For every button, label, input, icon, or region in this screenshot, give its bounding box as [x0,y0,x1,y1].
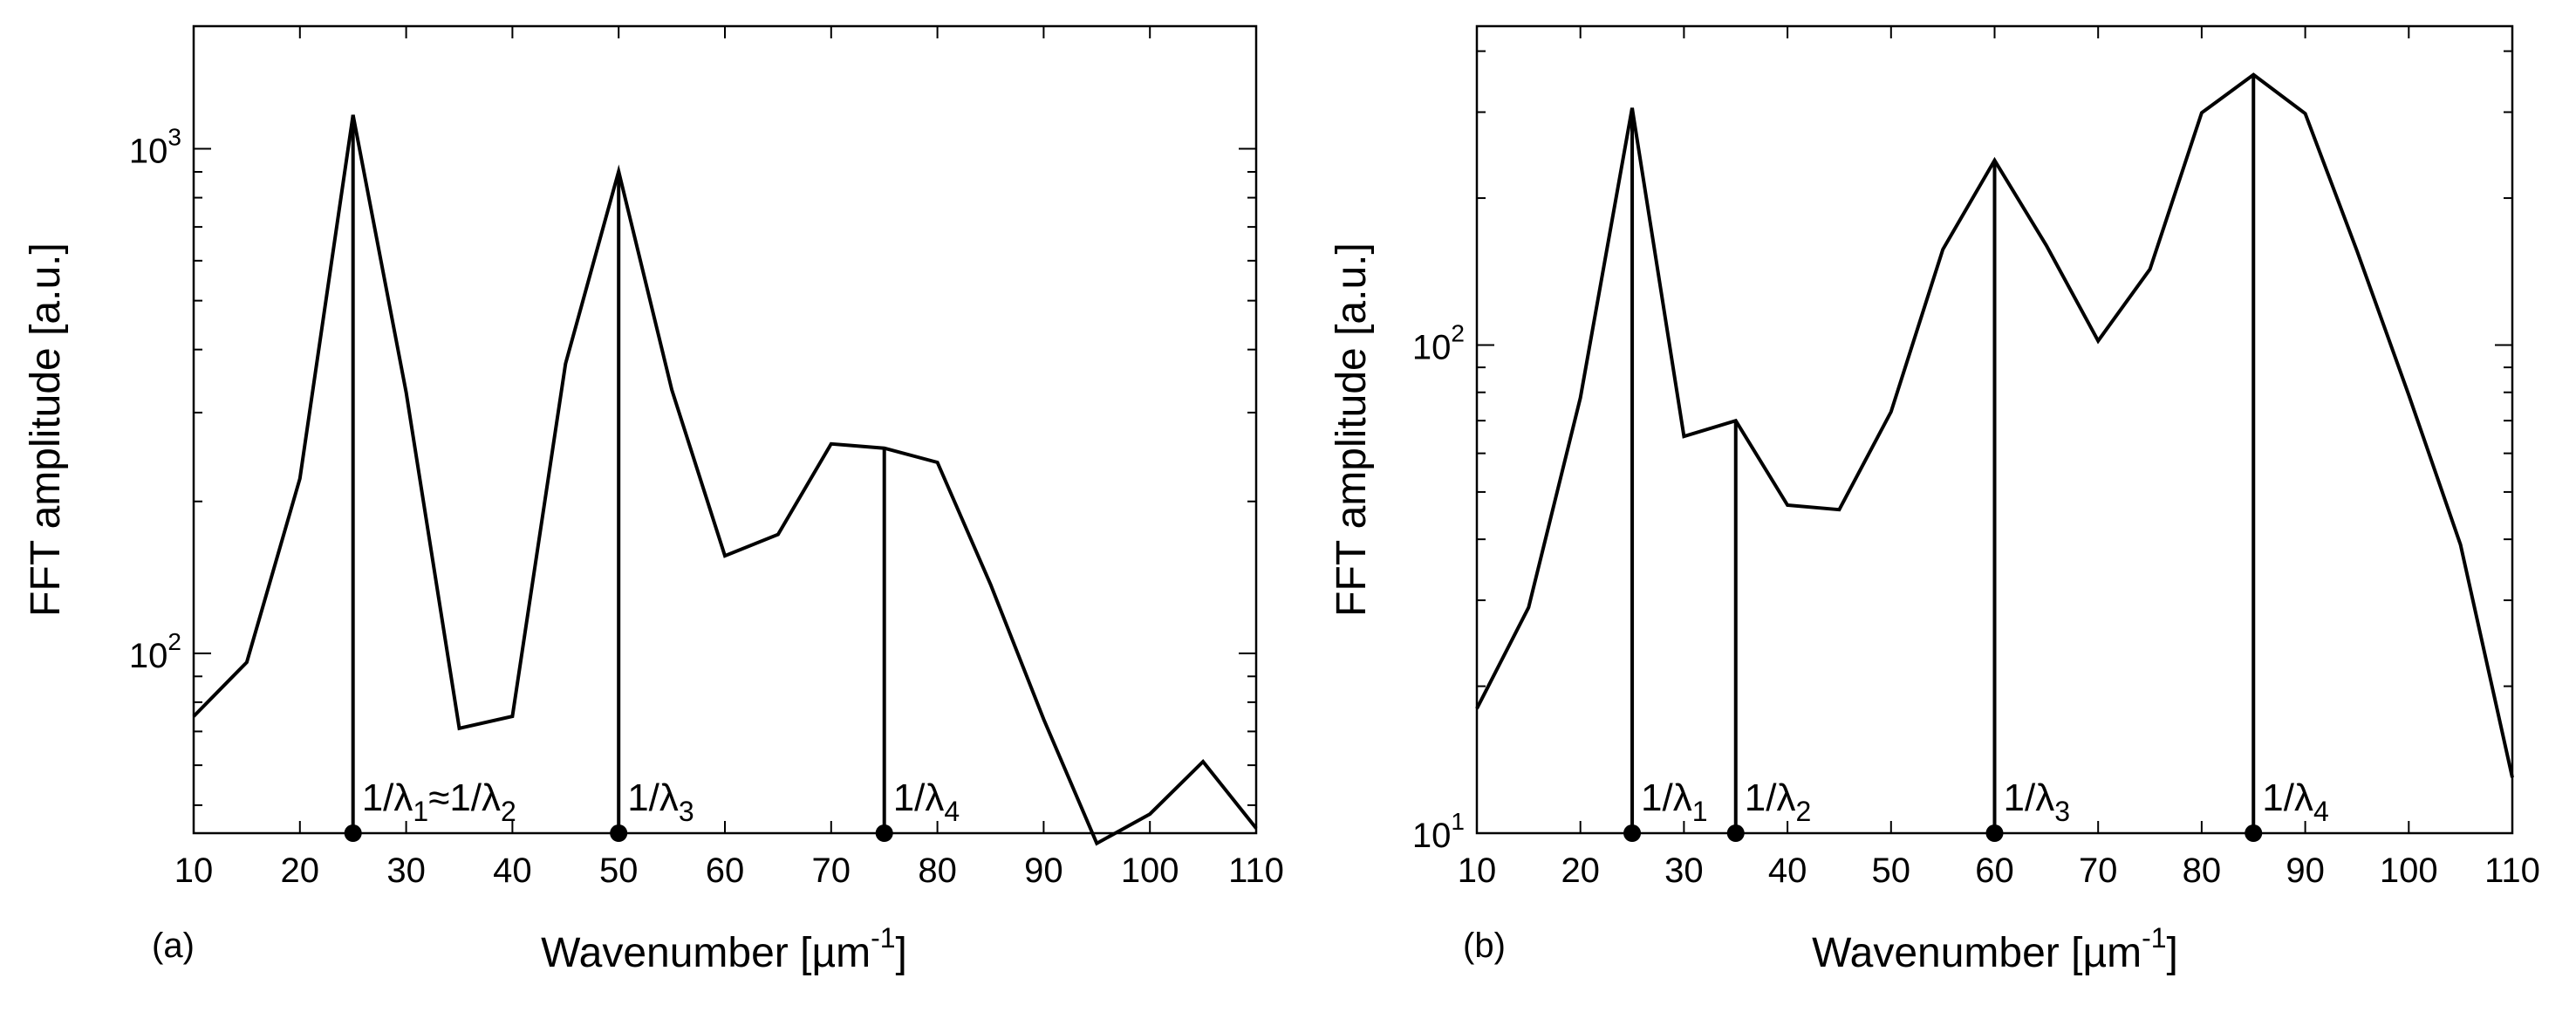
y-tick-label: 103 [129,124,181,171]
y-tick-exponent: 2 [1451,319,1465,346]
y-tick-label: 101 [1412,808,1465,855]
x-tick-label: 40 [1768,851,1807,890]
x-tick-label: 30 [386,851,426,890]
peak-label: 1/λ3 [627,776,694,827]
x-tick-label: 70 [812,851,851,890]
y-axis-label: FFT amplitude [a.u.] [23,243,69,617]
x-tick-label: 80 [918,851,957,890]
y-tick-label: 102 [1412,319,1465,366]
peak-label-subscript: 1 [1692,796,1708,827]
x-tick-label: 50 [599,851,639,890]
x-tick-label: 60 [1975,851,2014,890]
peak-label-text: 1/λ [2262,776,2313,819]
series-line [192,114,1258,846]
peak-dot [344,824,362,842]
peak-dot [875,824,893,842]
peak-label-subscript: 2 [501,796,516,827]
peak-label-subscript: 3 [679,796,694,827]
peak-label: 1/λ4 [2262,776,2329,827]
x-tick-label: 10 [174,851,214,890]
y-tick-exponent: 2 [167,628,181,655]
x-axis-label-text: ] [896,930,907,976]
peak-label-text: ≈1/λ [428,776,501,819]
x-tick-label: 70 [2079,851,2118,890]
x-tick-label: 20 [281,851,320,890]
peak-label-subscript: 4 [2313,796,2329,827]
y-tick-base: 10 [1412,328,1452,366]
x-tick-label: 100 [1121,851,1179,890]
y-axis-label: FFT amplitude [a.u.] [1329,243,1375,617]
peak-dot [1623,824,1642,842]
peak-label-text: 1/λ [1745,776,1796,819]
peak-label: 1/λ4 [893,776,960,827]
x-tick-label: 20 [1561,851,1600,890]
peak-label: 1/λ3 [2004,776,2071,827]
x-axis-label-text: Wavenumber [µm [541,930,871,976]
peak-label: 1/λ2 [1745,776,1812,827]
peak-label-text: 1/λ [362,776,413,819]
x-tick-label: 90 [2286,851,2325,890]
peak-dot [610,824,628,842]
x-axis-label: Wavenumber [µm-1] [541,922,907,976]
y-tick-label: 102 [129,628,181,675]
peak-dot [1726,824,1745,842]
panel-tag: (a) [152,927,195,965]
x-tick-label: 110 [1228,851,1284,890]
peak-dot [2245,824,2263,842]
peak-label-text: 1/λ [627,776,679,819]
x-tick-label: 80 [2183,851,2222,890]
x-axis-label-text: ] [2167,930,2178,976]
peak-label-subscript: 4 [944,796,960,827]
peak-label-subscript: 2 [1795,796,1811,827]
x-axis-label: Wavenumber [µm-1] [1812,922,2178,976]
peak-label-text: 1/λ [2004,776,2055,819]
x-axis-label-text: Wavenumber [µm [1812,930,2142,976]
x-axis-label-superscript: -1 [2142,922,2166,954]
x-tick-label: 50 [1872,851,1911,890]
x-tick-label: 10 [1458,851,1497,890]
peak-label-text: 1/λ [1641,776,1692,819]
x-tick-label: 60 [706,851,745,890]
x-axis-label-superscript: -1 [871,922,895,954]
peak-label-subscript: 1 [413,796,428,827]
x-tick-label: 110 [2484,851,2540,890]
peak-label-text: 1/λ [893,776,945,819]
y-tick-exponent: 1 [1451,808,1465,835]
peak-label: 1/λ1 [1641,776,1708,827]
x-tick-label: 100 [2380,851,2438,890]
x-tick-label: 30 [1664,851,1704,890]
y-tick-exponent: 3 [167,124,181,151]
x-tick-label: 40 [493,851,532,890]
peak-label: 1/λ1≈1/λ2 [362,776,516,827]
y-tick-base: 10 [1412,817,1452,855]
peak-label-subscript: 3 [2054,796,2070,827]
y-tick-base: 10 [129,133,168,171]
x-tick-label: 90 [1024,851,1063,890]
y-tick-base: 10 [129,637,168,675]
peak-dot [1985,824,2004,842]
panel-tag: (b) [1463,927,1506,965]
